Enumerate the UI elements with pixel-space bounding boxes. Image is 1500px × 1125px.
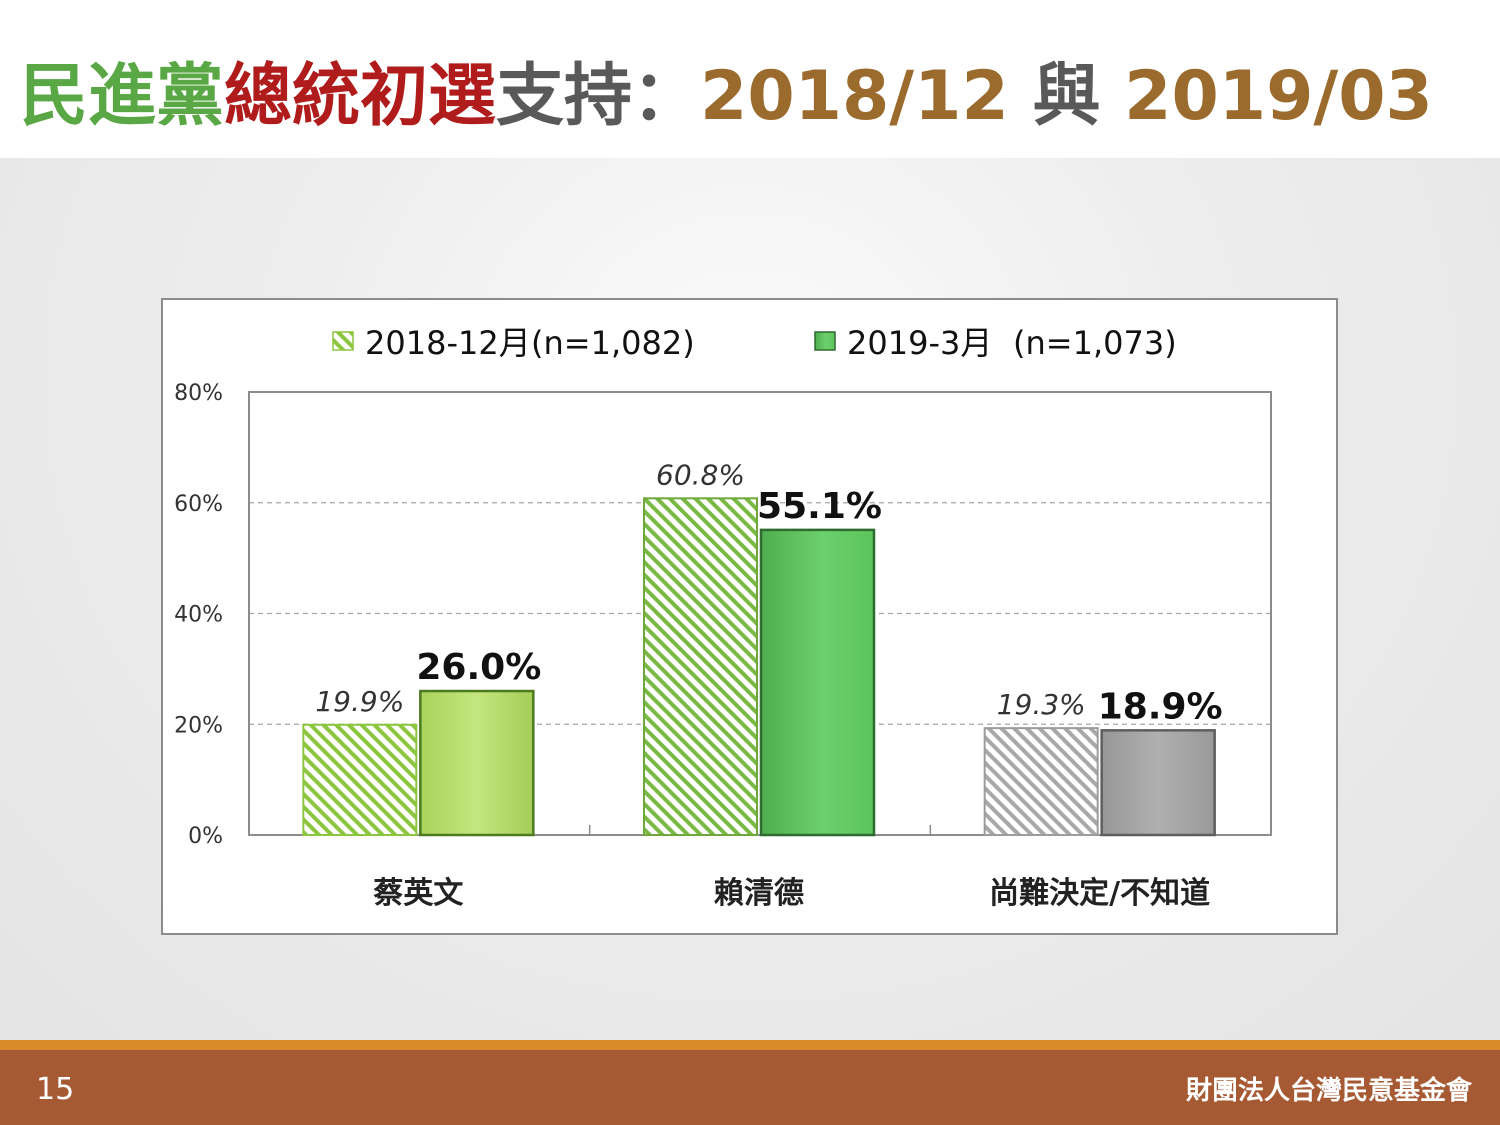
- legend-sample-size: (n=1,073): [1013, 324, 1177, 362]
- bar-2018-12: [983, 727, 1099, 836]
- legend: 2018-12月 (n=1,082) 2019-3月 (n=1,073): [332, 324, 1177, 362]
- legend-label: 2019-3月: [847, 324, 992, 362]
- y-tick-label: 0%: [188, 824, 223, 849]
- page-title-segment: 民進黨: [20, 57, 225, 136]
- value-label-2018-12: 60.8%: [656, 458, 745, 491]
- category-label: 賴清德: [714, 876, 804, 911]
- bar-chart: 0% 20% 40% 60% 80% 19.9% 26.0% 60.8% 55.1% 19.3%…: [174, 324, 1272, 911]
- value-labels: 19.9% 26.0% 60.8% 55.1% 19.3% 18.9%: [315, 458, 1222, 727]
- y-tick-label: 80%: [174, 381, 223, 406]
- bar-2019-03: [419, 689, 535, 837]
- page-number: 15: [36, 1072, 75, 1107]
- legend-label: 2018-12月: [365, 324, 531, 362]
- y-tick-label: 40%: [174, 603, 223, 628]
- bars: [302, 497, 1216, 837]
- chart-panel: 0% 20% 40% 60% 80% 19.9% 26.0% 60.8% 55.1% 19.3%…: [161, 298, 1338, 935]
- value-label-2019-03: 18.9%: [1098, 686, 1223, 727]
- bar-2019-03: [759, 528, 876, 837]
- page-title-segment: 2018/12: [700, 57, 1009, 136]
- y-tick-label: 20%: [174, 713, 223, 738]
- page-title-segment: 2019/03: [1124, 57, 1433, 136]
- title-bar: 民進黨總統初選支持：2018/12 與 2019/03: [0, 0, 1500, 158]
- bar-2019-03: [1100, 729, 1216, 837]
- y-tick-label: 60%: [174, 492, 223, 517]
- bar-2018-12: [643, 497, 758, 836]
- footer-bar: 15 財團法人台灣民意基金會: [0, 1050, 1500, 1125]
- category-label: 蔡英文: [373, 876, 463, 911]
- page-title-segment: 與: [1008, 57, 1125, 136]
- organization-name: 財團法人台灣民意基金會: [1185, 1076, 1472, 1106]
- value-label-2019-03: 26.0%: [416, 647, 541, 688]
- y-axis: 0% 20% 40% 60% 80%: [174, 381, 223, 849]
- page-title-segment: 總統初選: [224, 57, 497, 136]
- legend-sample-size: (n=1,082): [531, 324, 695, 362]
- category-label: 尚難決定/不知道: [989, 876, 1210, 911]
- legend-swatch: [332, 331, 354, 351]
- bar-2018-12: [302, 723, 418, 836]
- x-axis: 蔡英文 賴清德 尚難決定/不知道: [373, 825, 1210, 911]
- value-label-2018-12: 19.9%: [315, 685, 404, 718]
- value-label-2018-12: 19.3%: [997, 688, 1086, 721]
- footer-divider: [0, 1040, 1500, 1050]
- legend-swatch: [814, 331, 836, 351]
- page-title-segment: 支持：: [496, 57, 701, 136]
- value-label-2019-03: 55.1%: [757, 486, 882, 527]
- page-title: 民進黨總統初選支持：2018/12 與 2019/03: [20, 40, 1433, 139]
